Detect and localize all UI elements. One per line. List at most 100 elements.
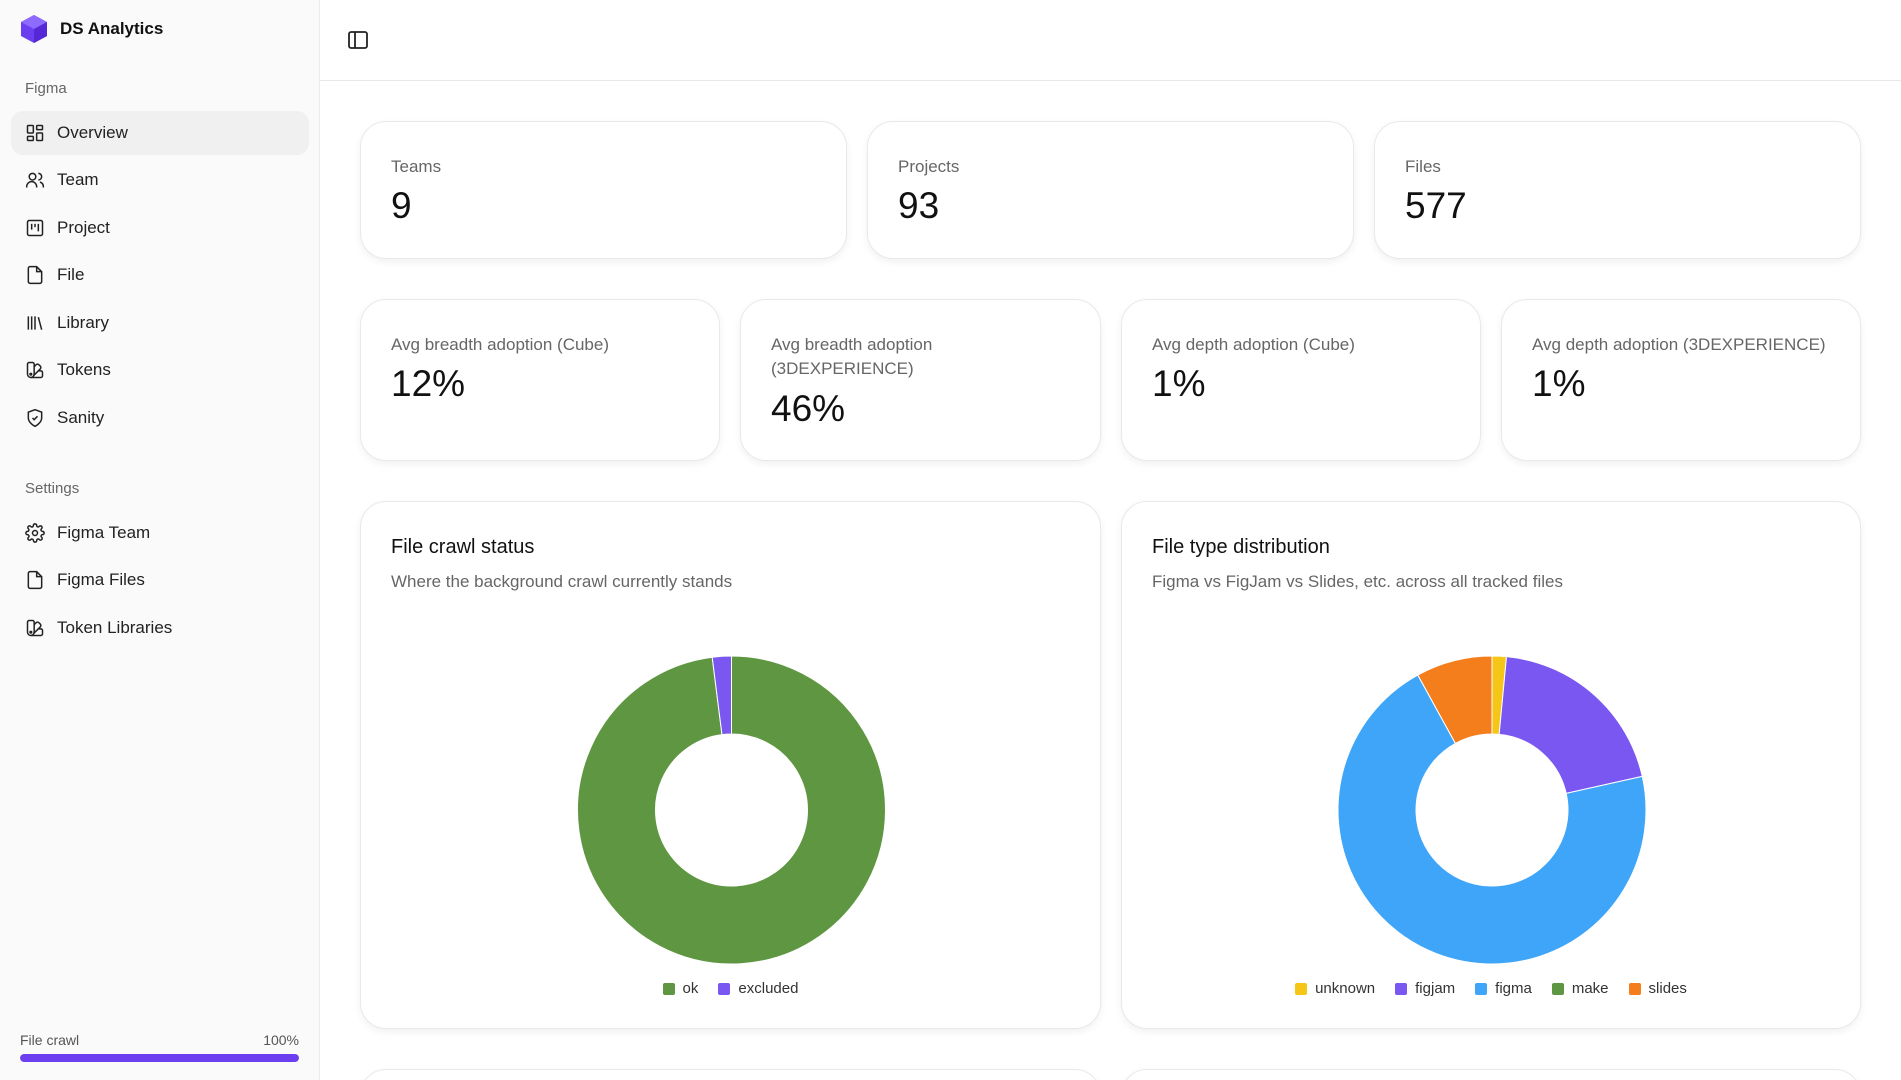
sidebar-item-token-libraries[interactable]: Token Libraries (11, 606, 309, 650)
donut-slice-figma[interactable] (1337, 674, 1647, 965)
sidebar-item-label: Figma Files (57, 570, 145, 589)
legend-label: slides (1648, 980, 1687, 997)
file-crawl-label: File crawl (20, 1032, 80, 1048)
file-icon (27, 570, 43, 590)
donut-slice-figjam[interactable] (1498, 656, 1643, 795)
chart-title: File type distribution (1152, 536, 1330, 558)
legend-item-figma[interactable]: figma (1475, 980, 1532, 997)
sidebar-item-label: Overview (57, 123, 128, 142)
legend-swatch (1475, 982, 1488, 995)
sidebar-item-sanity[interactable]: Sanity (11, 396, 309, 440)
stat-label: Avg breadth adoption (Cube) (391, 335, 610, 354)
stat-value: 577 (1405, 185, 1467, 226)
stat-value: 1% (1152, 363, 1206, 404)
sidebar-item-figma-files[interactable]: Figma Files (11, 558, 309, 602)
file-icon (27, 265, 43, 285)
sidebar-item-overview[interactable]: Overview (11, 111, 309, 155)
chart-legend: ok excluded (361, 980, 1100, 997)
stat-card-teams: Teams 9 (360, 121, 847, 259)
legend-item-slides[interactable]: slides (1628, 980, 1687, 997)
chart-card-partial (1121, 1069, 1861, 1080)
donut-slice-excluded[interactable] (711, 655, 732, 736)
sidebar-item-label: Tokens (57, 360, 111, 379)
donut-chart (1337, 655, 1647, 965)
chart-card-file-type-distribution: File type distribution Figma vs FigJam v… (1121, 501, 1861, 1029)
stat-card-avg-depth-cube: Avg depth adoption (Cube) 1% (1121, 299, 1481, 461)
sidebar-item-library[interactable]: Library (11, 301, 309, 345)
progress-bar-fill (20, 1054, 299, 1062)
grid-icon (26, 124, 44, 142)
section-label-figma: Figma (25, 80, 67, 97)
sidebar-item-label: File (57, 265, 85, 284)
stat-value: 12% (391, 363, 466, 404)
stat-value: 46% (771, 388, 846, 429)
stat-label: Projects (898, 157, 960, 176)
legend-swatch (1628, 982, 1641, 995)
sidebar: DS Analytics Figma Overview Team Project… (0, 0, 320, 1080)
users-icon (25, 172, 45, 188)
stat-label: Avg breadth adoption (3DEXPERIENCE) (771, 335, 933, 378)
legend-item-excluded[interactable]: excluded (718, 980, 798, 997)
stat-card-avg-breadth-cube: Avg breadth adoption (Cube) 12% (360, 299, 720, 461)
legend-label: figma (1495, 980, 1532, 997)
legend-item-unknown[interactable]: unknown (1295, 980, 1375, 997)
gear-icon (25, 523, 45, 543)
sidebar-item-team[interactable]: Team (11, 158, 309, 202)
legend-label: make (1571, 980, 1609, 997)
section-label-settings: Settings (25, 480, 80, 497)
chart-legend: unknown figjam figma make slides (1122, 980, 1860, 997)
sidebar-item-label: Library (57, 313, 109, 332)
legend-swatch (1551, 982, 1564, 995)
sidebar-item-label: Project (57, 218, 110, 237)
donut-chart (577, 655, 886, 965)
file-crawl-progress: File crawl 100% (20, 1032, 299, 1062)
stat-value: 1% (1532, 363, 1586, 404)
brand[interactable]: DS Analytics (20, 14, 163, 44)
topbar (320, 0, 1901, 81)
swatch-book-icon (26, 619, 44, 637)
legend-item-figjam[interactable]: figjam (1395, 980, 1455, 997)
stat-label: Avg depth adoption (3DEXPERIENCE) (1532, 335, 1826, 354)
sidebar-item-label: Sanity (57, 408, 105, 427)
library-icon (27, 316, 43, 330)
sidebar-item-label: Figma Team (57, 523, 151, 542)
stat-card-projects: Projects 93 (867, 121, 1354, 259)
sidebar-toggle-icon[interactable] (346, 28, 370, 52)
chart-subtitle: Where the background crawl currently sta… (391, 572, 733, 591)
stat-card-avg-breadth-3dx: Avg breadth adoption (3DEXPERIENCE) 46% (740, 299, 1101, 461)
progress-bar (20, 1054, 299, 1062)
kanban-icon (26, 219, 44, 237)
cube-logo-icon (21, 15, 47, 43)
sidebar-item-label: Team (57, 170, 99, 189)
sidebar-item-tokens[interactable]: Tokens (11, 348, 309, 392)
file-crawl-percent: 100% (263, 1032, 299, 1048)
stat-value: 9 (391, 185, 412, 226)
stat-value: 93 (898, 185, 940, 226)
legend-label: ok (682, 980, 699, 997)
legend-label: figjam (1415, 980, 1456, 997)
sidebar-item-label: Token Libraries (57, 618, 173, 637)
donut-slice-slides[interactable] (1417, 655, 1493, 745)
legend-swatch (1295, 982, 1308, 995)
shield-check-icon (27, 408, 43, 428)
sidebar-item-figma-team[interactable]: Figma Team (11, 511, 309, 555)
stat-card-files: Files 577 (1374, 121, 1861, 259)
brand-name: DS Analytics (60, 19, 164, 38)
stat-card-avg-depth-3dx: Avg depth adoption (3DEXPERIENCE) 1% (1501, 299, 1861, 461)
legend-label: unknown (1315, 980, 1376, 997)
sidebar-item-project[interactable]: Project (11, 206, 309, 250)
stat-label: Teams (391, 157, 442, 176)
legend-label: excluded (738, 980, 799, 997)
chart-subtitle: Figma vs FigJam vs Slides, etc. across a… (1152, 572, 1563, 591)
legend-swatch (662, 982, 675, 995)
legend-swatch (718, 982, 731, 995)
chart-title: File crawl status (391, 536, 535, 558)
swatch-book-icon (26, 361, 44, 379)
stat-label: Avg depth adoption (Cube) (1152, 335, 1355, 354)
donut-slice-ok[interactable] (577, 655, 886, 965)
sidebar-item-file[interactable]: File (11, 253, 309, 297)
legend-item-ok[interactable]: ok (662, 980, 699, 997)
chart-card-partial (360, 1069, 1101, 1080)
legend-item-make[interactable]: make (1551, 980, 1609, 997)
stat-label: Files (1405, 157, 1441, 176)
